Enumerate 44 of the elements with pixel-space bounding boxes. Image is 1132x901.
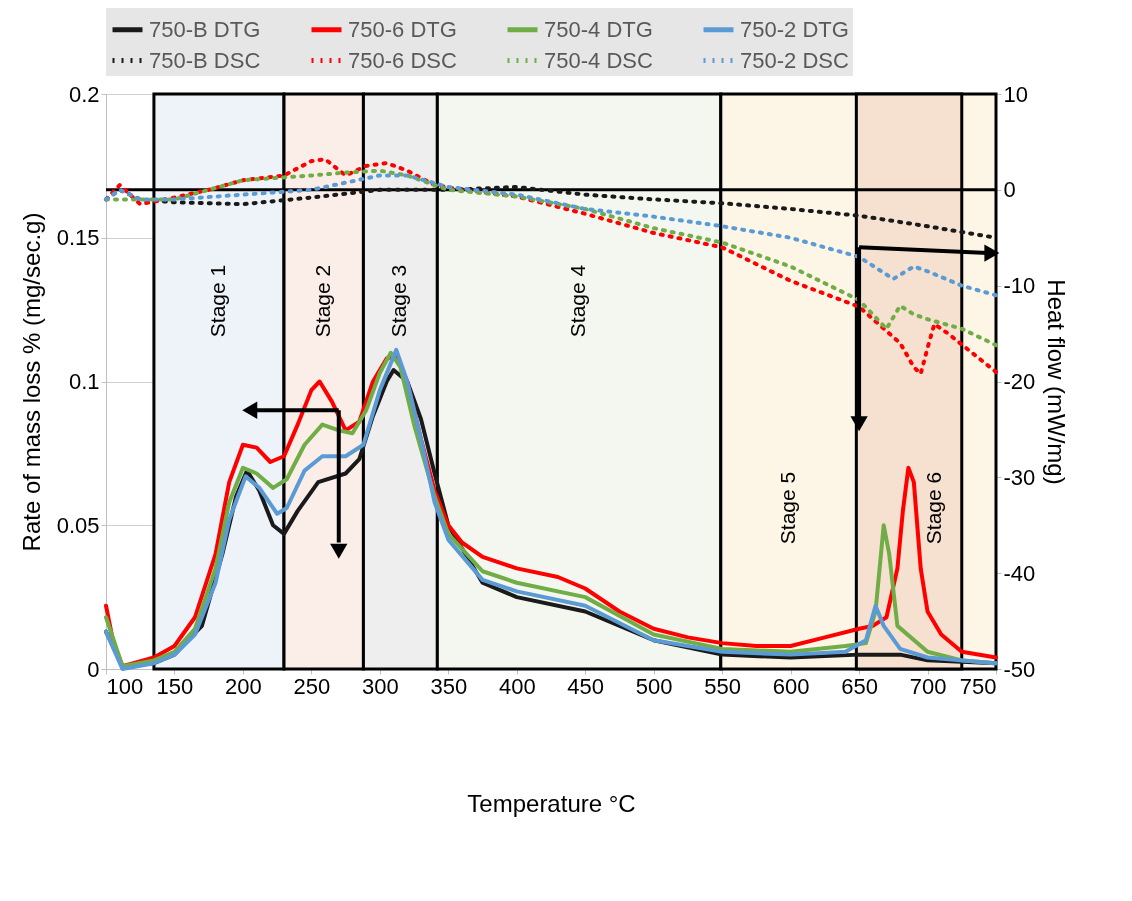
x-tick-label: 150 — [156, 673, 194, 699]
legend-label: 750-4 DSC — [544, 47, 653, 73]
band-label: Stage 1 — [205, 264, 229, 338]
line-series — [104, 157, 998, 376]
band-label: Stage 5 — [775, 471, 799, 545]
y2-tick-label: 0 — [1003, 177, 1016, 203]
x-tick-label: 650 — [841, 673, 878, 699]
y2-tick-label: -20 — [1003, 369, 1036, 394]
x-tick-label: 350 — [430, 673, 468, 699]
band-label: Stage 2 — [310, 264, 334, 338]
x-axis-title: Temperature °C — [467, 789, 636, 817]
y2-tick-label: -10 — [1003, 273, 1036, 299]
band-label: Stage 4 — [566, 264, 590, 338]
legend-label: 750-6 DTG — [348, 16, 457, 42]
x-tick-label: 450 — [567, 673, 605, 699]
x-tick-label: 400 — [498, 673, 536, 699]
x-tick-label: 700 — [909, 673, 947, 699]
y-tick-label: 0.1 — [68, 369, 100, 394]
legend-label: 750-2 DTG — [740, 16, 849, 42]
x-tick-label: 300 — [361, 673, 399, 699]
y-axis-title: Rate of mass loss % (mg/sec.g) — [17, 212, 45, 552]
x-tick-label: 250 — [293, 673, 331, 699]
legend-label: 750-6 DSC — [348, 47, 457, 73]
y2-axis-title: Heat flow (mW/mg) — [1043, 279, 1071, 485]
legend-label: 750-B DTG — [149, 16, 261, 42]
x-tick-label: 550 — [704, 673, 742, 699]
x-tick-label: 100 — [106, 673, 144, 699]
y2-tick-label: -30 — [1003, 464, 1036, 490]
x-tick-label: 600 — [772, 673, 810, 699]
y2-tick-label: 10 — [1003, 81, 1028, 107]
x-tick-label: 750 — [959, 673, 997, 699]
y-tick-label: 0 — [87, 656, 100, 682]
legend-label: 750-B DSC — [149, 47, 261, 73]
y2-tick-label: -40 — [1003, 560, 1036, 586]
band-label: Stage 6 — [922, 471, 946, 545]
x-tick-label: 200 — [225, 673, 262, 699]
y-tick-label: 0.05 — [56, 512, 100, 538]
legend-label: 750-2 DSC — [740, 47, 849, 73]
y-tick-label: 0.2 — [68, 81, 100, 107]
band-label: Stage 3 — [387, 264, 411, 338]
legend-label: 750-4 DTG — [544, 16, 653, 42]
x-tick-label: 500 — [635, 673, 673, 699]
y2-tick-label: -50 — [1003, 656, 1036, 682]
y-tick-label: 0.15 — [56, 225, 100, 251]
